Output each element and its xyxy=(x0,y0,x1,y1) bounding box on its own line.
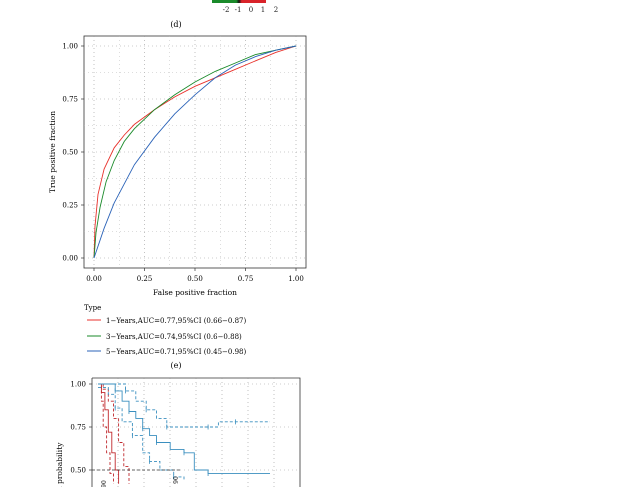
median-annotation: 90 xyxy=(101,480,108,487)
low-risk-survival-curve xyxy=(98,386,185,481)
roc-x-tick-label: 0.25 xyxy=(137,275,153,283)
roc-grid xyxy=(84,36,306,268)
roc-x-ticks: 0.00 0.25 0.50 0.75 1.00 xyxy=(86,268,304,283)
roc-chart: 0.00 0.25 0.50 0.75 1.00 0.00 0.25 0.50 0.75 1.0… xyxy=(48,35,307,297)
legend-label-1-year: 1−Years,AUC=0.77,95%CI (0.66−0.87) xyxy=(106,317,246,325)
roc-curve-5-year xyxy=(93,45,297,259)
survival-y-tick-label: 0.75 xyxy=(70,424,86,432)
survival-y-axis-label: val probability xyxy=(55,442,64,487)
legend-label-3-year: 3−Years,AUC=0.74,95%CI (0.6−0.88) xyxy=(106,333,242,341)
roc-y-tick-label: 1.00 xyxy=(62,43,78,51)
heatmap-scale-ticks: -2 -1 0 1 2 xyxy=(223,6,279,14)
panel-label-d: (d) xyxy=(170,20,181,29)
survival-plot-frame xyxy=(91,377,301,487)
roc-curves xyxy=(93,45,297,259)
median-annotation: 90 xyxy=(173,476,180,484)
low-risk-survival-curve xyxy=(98,383,270,474)
roc-y-ticks: 0.00 0.25 0.50 0.75 1.00 xyxy=(62,43,84,263)
survival-y-tick-label: 1.00 xyxy=(70,381,86,389)
high-risk-survival-curve xyxy=(98,383,114,484)
roc-y-axis-label: True positive fraction xyxy=(48,111,57,193)
survival-y-tick-label: 0.50 xyxy=(70,467,86,475)
low-risk-survival-curve xyxy=(98,383,270,428)
survival-y-ticks: 1.00 0.75 0.50 xyxy=(70,381,92,475)
scale-tick: 0 xyxy=(249,6,253,14)
roc-x-tick-label: 0.75 xyxy=(238,275,254,283)
roc-x-tick-label: 0.50 xyxy=(187,275,203,283)
panel-label-e: (e) xyxy=(171,361,182,370)
survival-curves xyxy=(98,383,270,484)
scale-tick: -2 xyxy=(223,6,230,14)
high-risk-survival-curve xyxy=(98,383,130,484)
roc-y-tick-label: 0.00 xyxy=(62,255,78,263)
roc-y-tick-label: 0.25 xyxy=(62,202,78,210)
roc-legend: Type 1−Years,AUC=0.77,95%CI (0.66−0.87) … xyxy=(84,304,246,356)
survival-grid xyxy=(92,378,300,487)
roc-y-tick-label: 0.50 xyxy=(62,149,78,157)
scale-tick: 1 xyxy=(261,6,265,14)
roc-x-tick-label: 1.00 xyxy=(288,275,304,283)
scale-tick: -1 xyxy=(235,6,242,14)
roc-x-tick-label: 0.00 xyxy=(86,275,102,283)
legend-label-5-year: 5−Years,AUC=0.71,95%CI (0.45−0.98) xyxy=(106,348,246,356)
roc-curve-3-year xyxy=(93,45,297,259)
scale-tick: 2 xyxy=(274,6,278,14)
roc-y-tick-label: 0.75 xyxy=(62,96,78,104)
legend-title: Type xyxy=(84,304,101,312)
heatmap-color-scale xyxy=(212,0,266,3)
roc-x-axis-label: False positive fraction xyxy=(153,288,237,297)
survival-chart: 1.00 0.75 0.50 val probability 90 90 xyxy=(55,377,301,487)
